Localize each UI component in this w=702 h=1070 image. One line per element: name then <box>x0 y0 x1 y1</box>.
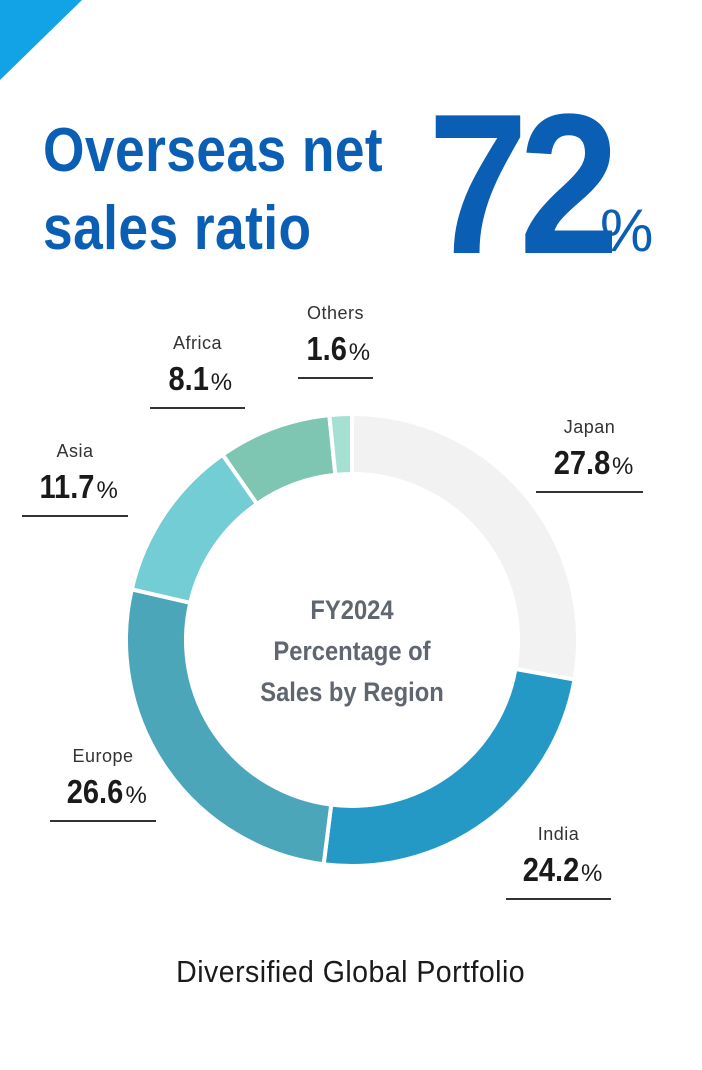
label-others-name: Others <box>306 303 365 323</box>
footer-text: Diversified Global Portfolio <box>176 954 526 989</box>
label-india: India 24.2% <box>506 823 611 900</box>
headline: Overseas net sales ratio <box>43 112 384 268</box>
footer-caption: Diversified Global Portfolio <box>0 952 702 992</box>
label-europe: Europe 26.6% <box>50 745 156 822</box>
label-africa-name: Africa <box>172 333 222 353</box>
label-africa-value: 8.1 <box>168 360 209 397</box>
overseas-ratio-unit: % <box>600 197 654 264</box>
overseas-ratio-value: 72 <box>428 73 619 296</box>
label-india-unit: % <box>580 860 603 887</box>
label-others: Others 1.6% <box>298 302 373 379</box>
chart-center-title: FY2024 Percentage of Sales by Region <box>202 590 502 713</box>
label-asia-unit: % <box>96 477 118 504</box>
label-others-value: 1.6 <box>306 330 347 367</box>
slice-others <box>327 411 354 478</box>
label-japan-unit: % <box>611 453 634 480</box>
label-japan: Japan 27.8% <box>536 416 643 493</box>
headline-line-1: Overseas net <box>43 116 384 185</box>
label-africa: Africa 8.1% <box>150 332 245 409</box>
center-title-line-3: Sales by Region <box>260 677 444 707</box>
center-title-line-2: Percentage of <box>273 636 431 666</box>
label-europe-name: Europe <box>72 746 134 766</box>
slice-europe <box>124 586 334 867</box>
label-africa-unit: % <box>210 369 233 396</box>
center-title-line-1: FY2024 <box>310 595 394 625</box>
label-europe-value: 26.6 <box>66 773 124 810</box>
label-europe-unit: % <box>125 782 147 809</box>
label-india-value: 24.2 <box>522 851 579 888</box>
label-asia: Asia 11.7% <box>22 440 128 517</box>
headline-line-2: sales ratio <box>43 194 312 263</box>
label-asia-name: Asia <box>56 441 94 461</box>
corner-accent-triangle <box>0 0 82 80</box>
label-india-name: India <box>537 824 580 844</box>
label-japan-value: 27.8 <box>553 444 610 481</box>
label-others-unit: % <box>348 339 371 366</box>
label-asia-value: 11.7 <box>39 468 95 505</box>
label-japan-name: Japan <box>563 417 616 437</box>
